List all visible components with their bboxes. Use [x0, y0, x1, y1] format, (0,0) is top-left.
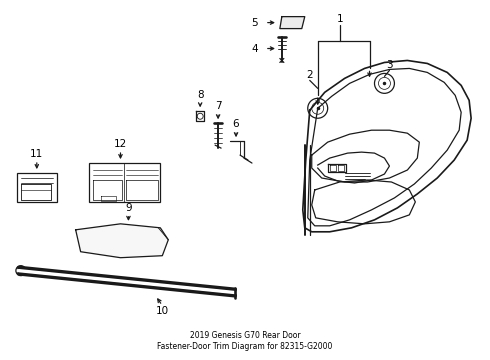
Text: 9: 9 — [125, 203, 132, 213]
Text: 2019 Genesis G70 Rear Door
Fastener-Door Trim Diagram for 82315-G2000: 2019 Genesis G70 Rear Door Fastener-Door… — [157, 330, 333, 351]
Text: 1: 1 — [336, 14, 343, 24]
Text: 7: 7 — [215, 101, 221, 111]
Text: 4: 4 — [252, 44, 258, 54]
Text: 5: 5 — [252, 18, 258, 28]
Polygon shape — [280, 17, 305, 28]
Text: 12: 12 — [114, 139, 127, 149]
Text: 2: 2 — [306, 71, 313, 80]
Text: 10: 10 — [156, 306, 169, 316]
Text: 11: 11 — [30, 149, 44, 159]
Polygon shape — [75, 224, 168, 258]
Text: 8: 8 — [197, 90, 203, 100]
Text: 3: 3 — [386, 60, 393, 71]
Text: 6: 6 — [233, 119, 239, 129]
